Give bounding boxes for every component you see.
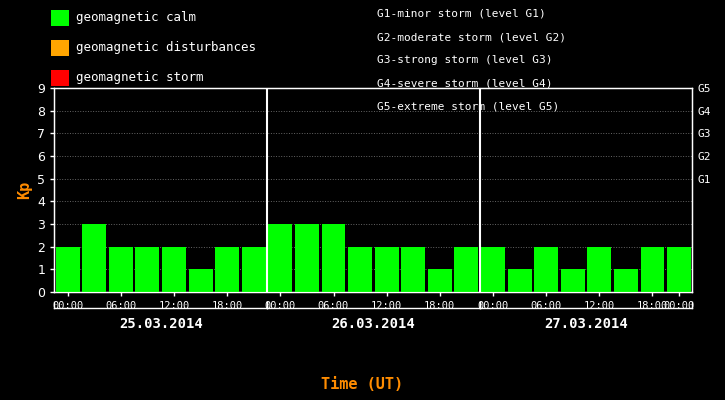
Bar [375,247,399,292]
Y-axis label: Kp: Kp [17,181,32,199]
Bar [295,224,319,292]
Bar [534,247,558,292]
Bar [188,269,212,292]
Bar [428,269,452,292]
Text: 25.03.2014: 25.03.2014 [119,317,202,331]
Text: G3-strong storm (level G3): G3-strong storm (level G3) [377,56,552,66]
Bar [401,247,425,292]
Text: 27.03.2014: 27.03.2014 [544,317,628,331]
Text: 26.03.2014: 26.03.2014 [331,317,415,331]
Bar [587,247,611,292]
Text: geomagnetic disturbances: geomagnetic disturbances [76,42,256,54]
Text: G5-extreme storm (level G5): G5-extreme storm (level G5) [377,102,559,112]
Text: G1-minor storm (level G1): G1-minor storm (level G1) [377,9,546,19]
Text: Time (UT): Time (UT) [321,377,404,392]
Text: G2-moderate storm (level G2): G2-moderate storm (level G2) [377,32,566,42]
Bar [560,269,584,292]
Bar [321,224,345,292]
Text: G4-severe storm (level G4): G4-severe storm (level G4) [377,78,552,89]
Bar [56,247,80,292]
Bar [667,247,691,292]
Bar [268,224,292,292]
Bar [82,224,106,292]
Bar [481,247,505,292]
Bar [241,247,265,292]
Bar [109,247,133,292]
Bar [614,269,638,292]
Bar [348,247,372,292]
Bar [507,269,531,292]
Bar [640,247,664,292]
Bar [215,247,239,292]
Bar [136,247,160,292]
Bar [455,247,478,292]
Bar [162,247,186,292]
Text: geomagnetic storm: geomagnetic storm [76,72,204,84]
Text: geomagnetic calm: geomagnetic calm [76,12,196,24]
